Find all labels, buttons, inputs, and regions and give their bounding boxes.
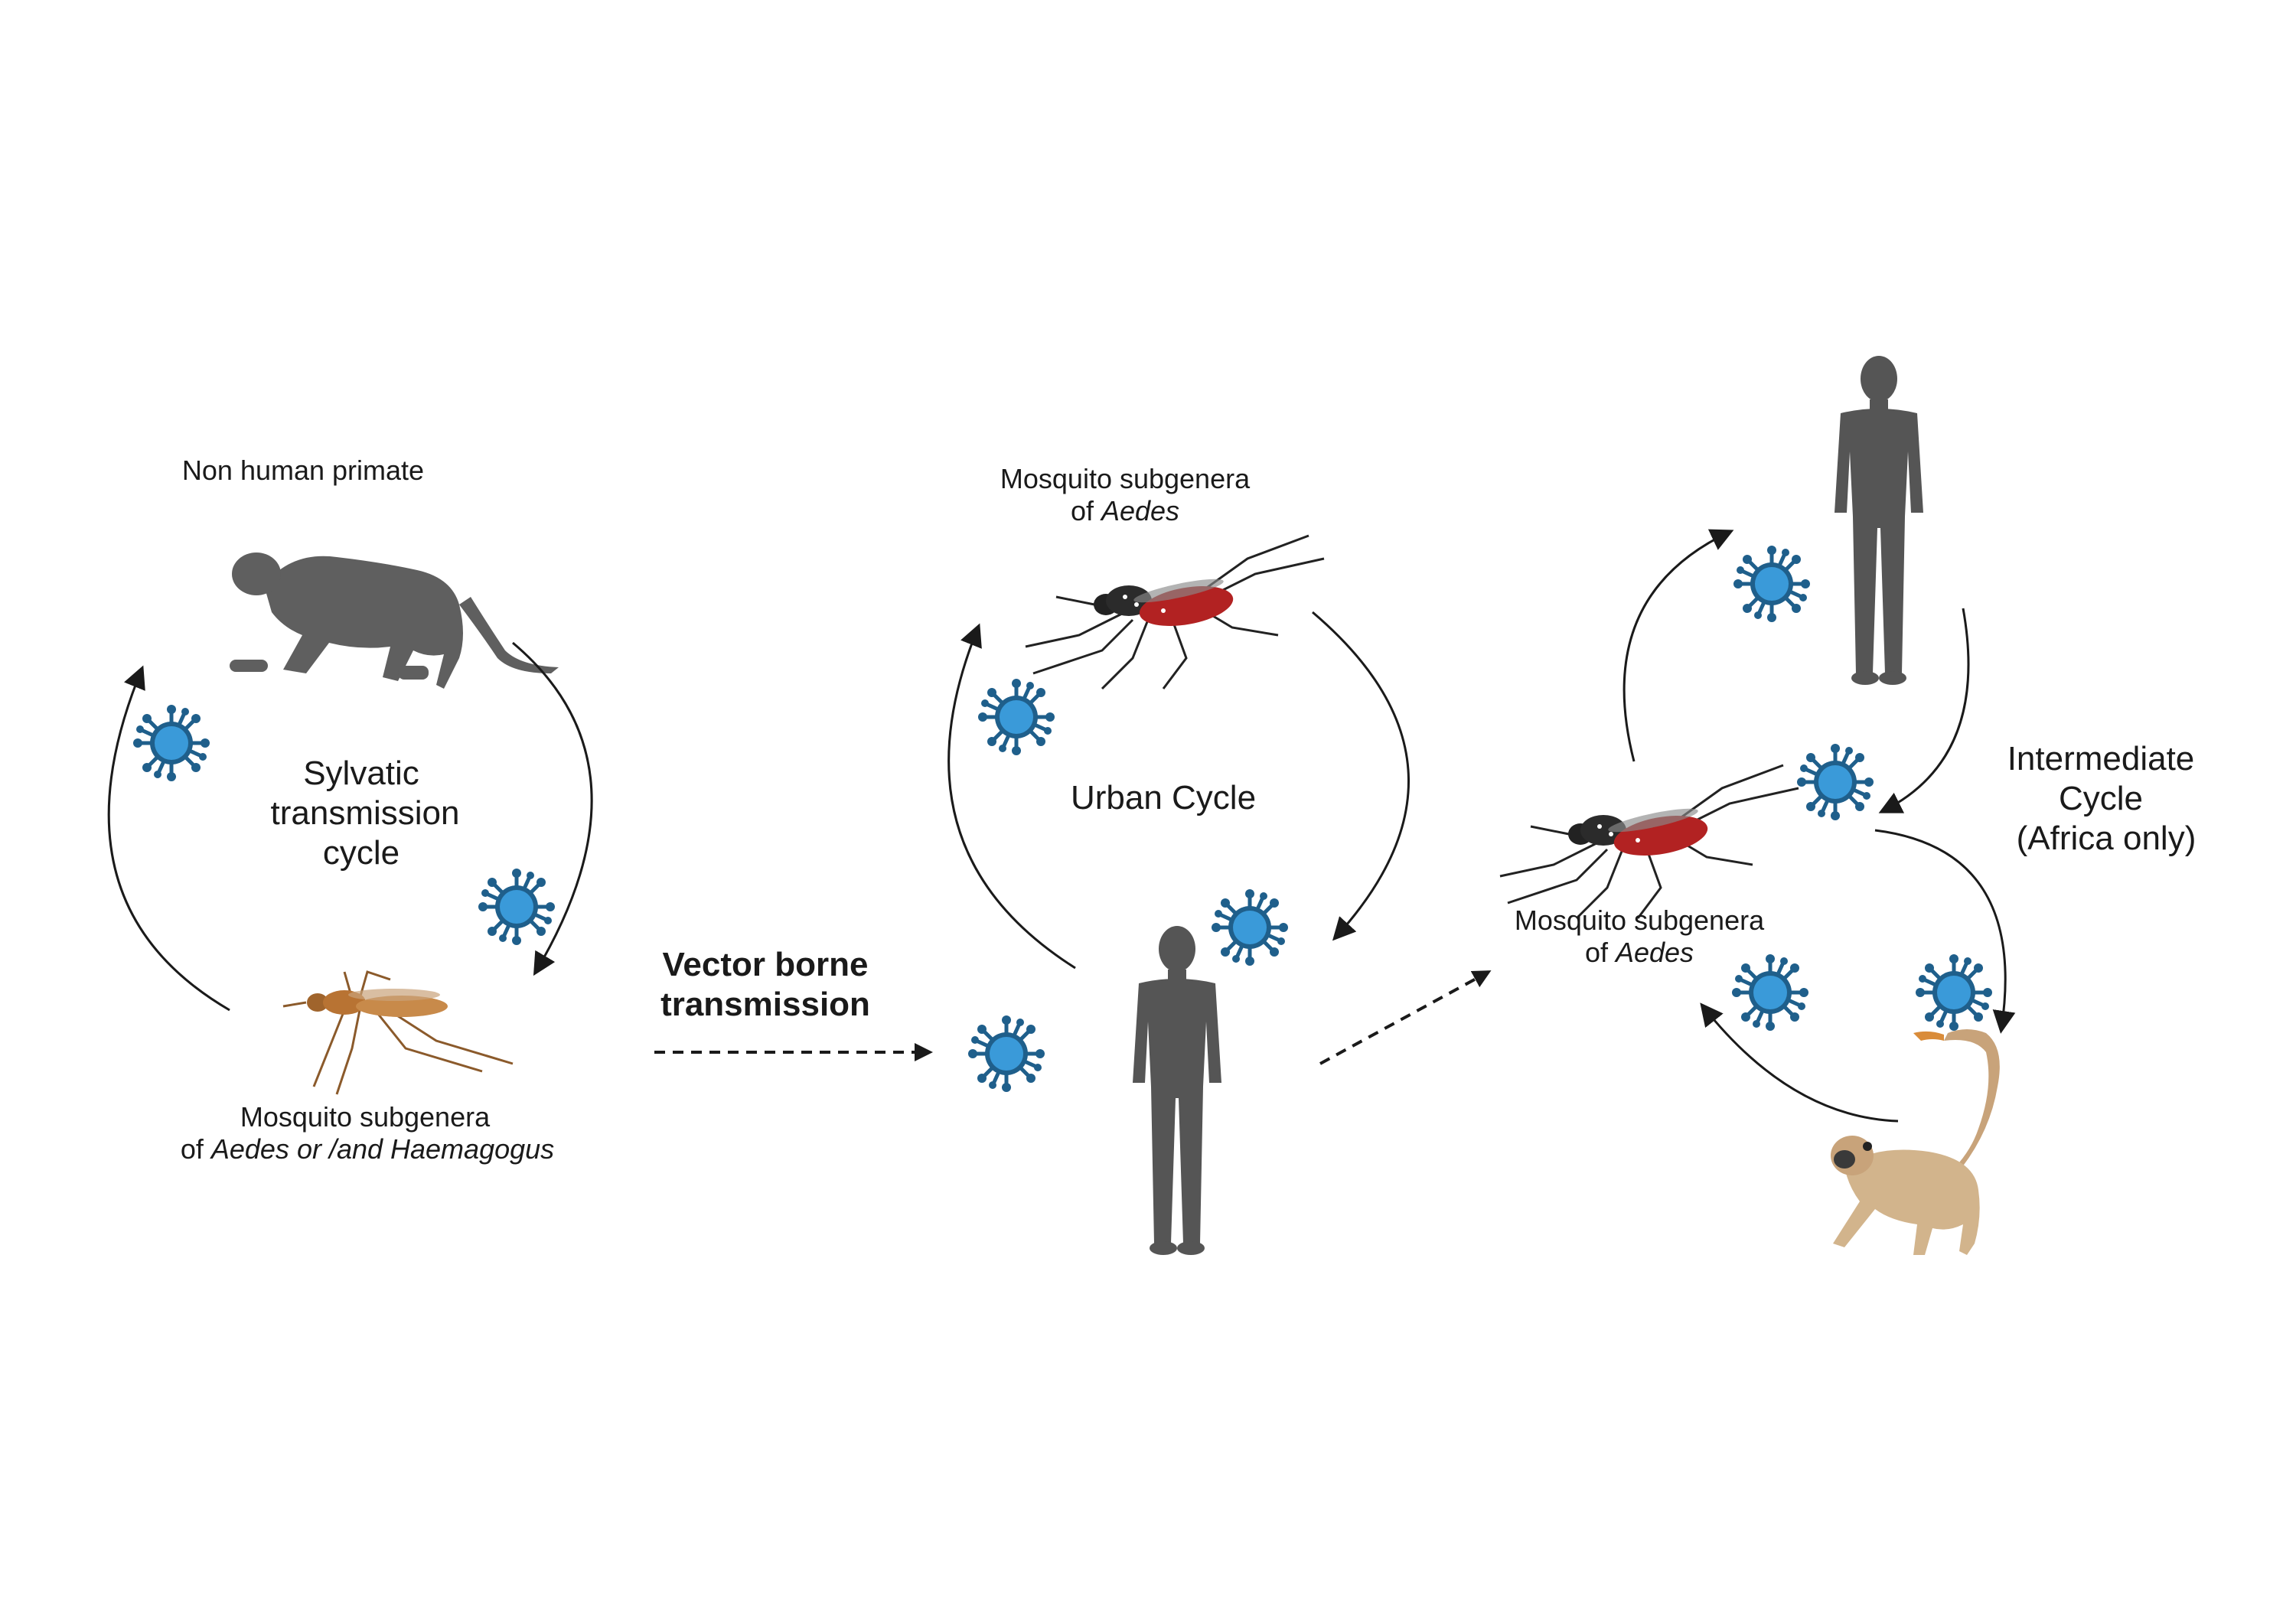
haemagogus-mosquito-illustration [282, 970, 514, 1096]
sylvatic-arrow-mosquito-to-primate [107, 665, 230, 1012]
intermediate-cycle-title-line2: Cycle [2059, 780, 2143, 817]
aedes-mosquito-illustration [1499, 764, 1800, 920]
virus-icon [968, 1015, 1045, 1092]
intermediate-cycle-title-line1: Intermediate [2007, 740, 2195, 777]
sylvatic-arrow-primate-to-mosquito [512, 641, 593, 976]
intermediate-cycle-title-line3: (Africa only) [2017, 820, 2197, 857]
virus-icon [1212, 889, 1288, 966]
sylvatic-cycle-title-line2: transmission [271, 794, 460, 832]
intermediate-mosquito-label-line1: Mosquito subgenera [1515, 905, 1765, 936]
urban-cycle-title: Urban Cycle [1071, 779, 1256, 817]
vervet-monkey-illustration [1831, 1029, 2000, 1255]
virus-icon [478, 869, 555, 945]
human-silhouette [1133, 926, 1221, 1255]
virus-icon [133, 705, 210, 781]
virus-icon [1732, 954, 1808, 1031]
macaque-illustration [230, 553, 559, 689]
primate-label: Non human primate [182, 455, 424, 486]
urban-arrow-human-to-mosquito [947, 623, 1076, 970]
sylvatic-cycle-title-line3: cycle [323, 834, 400, 872]
vector-borne-title-line1: Vector borne [663, 946, 869, 983]
virus-icon [1916, 954, 1992, 1031]
aedes-mosquito-illustration [1024, 534, 1326, 690]
intermediate-arrow-mosquito-to-monkey [1874, 829, 2016, 1034]
intermediate-mosquito-label-line2: of Aedes [1585, 937, 1694, 968]
urban-mosquito-label-line2: of Aedes [1071, 495, 1179, 526]
urban-to-intermediate-dashed-arrow [1319, 970, 1492, 1065]
intermediate-arrow-mosquito-to-human [1623, 529, 1734, 762]
human-silhouette [1835, 356, 1923, 685]
intermediate-arrow-human-to-mosquito [1878, 608, 1970, 813]
vector-borne-title-line2: transmission [660, 986, 870, 1023]
urban-mosquito-label-line1: Mosquito subgenera [1000, 463, 1251, 494]
virus-icon [978, 679, 1055, 755]
urban-arrow-mosquito-to-human [1312, 611, 1410, 941]
sylvatic-cycle-title-line1: Sylvatic [303, 755, 419, 792]
sylvatic-mosquito-label-line1: Mosquito subgenera [240, 1101, 491, 1133]
intermediate-arrow-monkey-to-mosquito [1700, 1002, 1899, 1123]
virus-icon [1797, 744, 1874, 820]
sylvatic-mosquito-label-line2: of Aedes or /and Haemagogus [181, 1133, 554, 1165]
virus-icon [1733, 546, 1810, 622]
